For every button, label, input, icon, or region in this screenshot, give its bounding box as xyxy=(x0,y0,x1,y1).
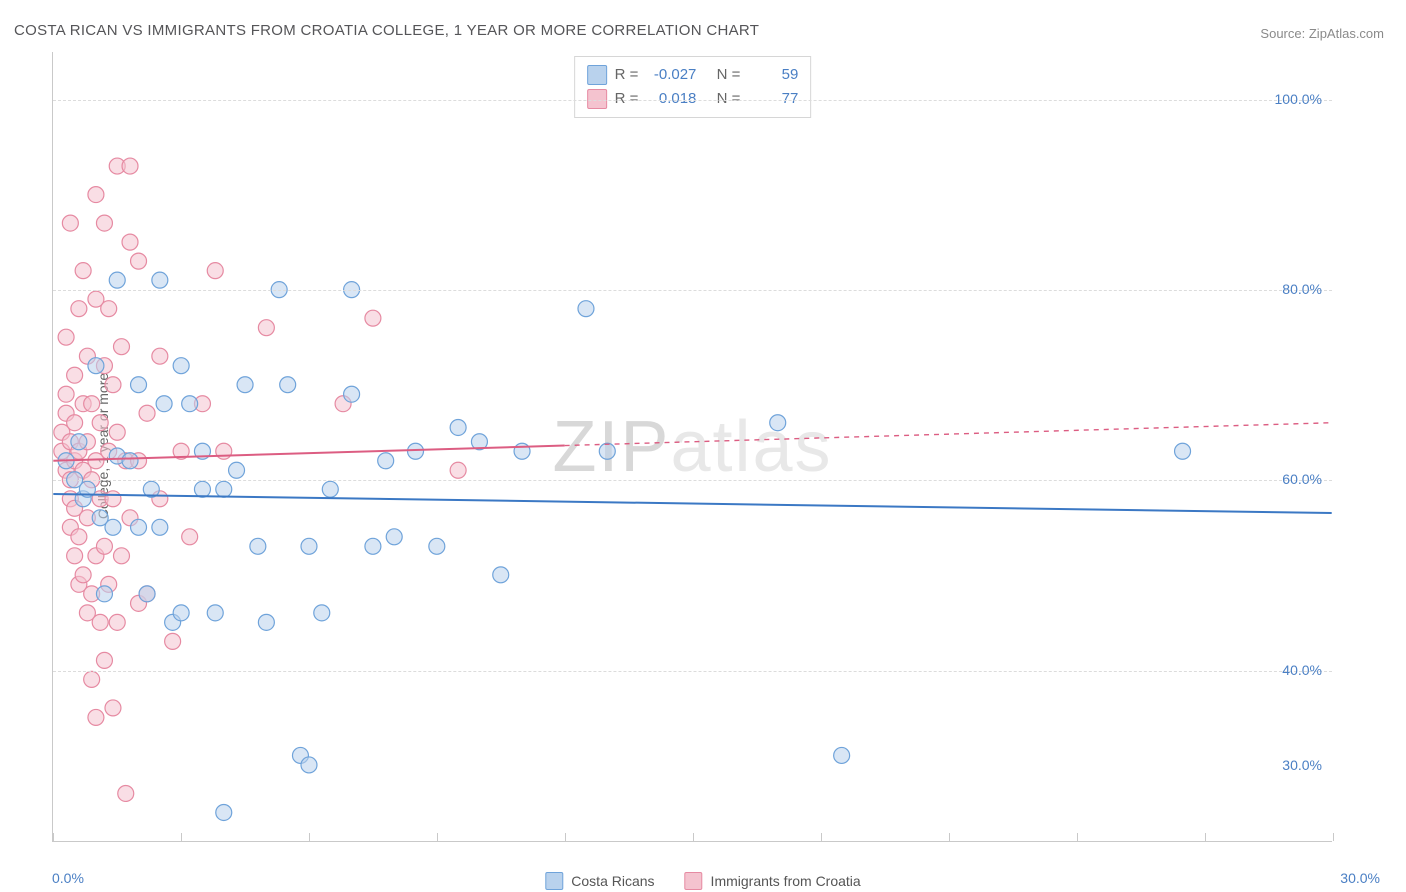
chart-title: COSTA RICAN VS IMMIGRANTS FROM CROATIA C… xyxy=(14,22,759,39)
plot-area: ZIPatlas R = -0.027 N = 59 R = 0.018 N =… xyxy=(52,52,1332,842)
watermark-right: atlas xyxy=(670,407,832,487)
r-value-costa-ricans: -0.027 xyxy=(646,63,696,87)
stats-row-costa-ricans: R = -0.027 N = 59 xyxy=(587,63,799,87)
series-legend: Costa Ricans Immigrants from Croatia xyxy=(545,872,860,890)
swatch-costa-ricans xyxy=(545,872,563,890)
source-citation: Source: ZipAtlas.com xyxy=(1260,26,1384,41)
y-tick: 40.0% xyxy=(1282,662,1322,678)
source-label: Source: xyxy=(1260,26,1305,41)
x-tick-min: 0.0% xyxy=(52,870,84,886)
watermark: ZIPatlas xyxy=(552,406,832,488)
y-tick: 80.0% xyxy=(1282,281,1322,297)
legend-item-costa-ricans: Costa Ricans xyxy=(545,872,654,890)
legend-item-croatia: Immigrants from Croatia xyxy=(685,872,861,890)
watermark-left: ZIP xyxy=(552,407,670,487)
y-tick: 100.0% xyxy=(1275,91,1322,107)
legend-label-costa-ricans: Costa Ricans xyxy=(571,873,654,889)
swatch-croatia xyxy=(685,872,703,890)
source-link[interactable]: ZipAtlas.com xyxy=(1309,26,1384,41)
x-tick-max: 30.0% xyxy=(1340,870,1380,886)
y-tick: 30.0% xyxy=(1282,757,1322,773)
legend-label-croatia: Immigrants from Croatia xyxy=(711,873,861,889)
scatter-svg xyxy=(53,52,1332,841)
y-tick: 60.0% xyxy=(1282,471,1322,487)
n-label: N = xyxy=(717,63,741,87)
stats-legend: R = -0.027 N = 59 R = 0.018 N = 77 xyxy=(574,56,812,118)
r-label: R = xyxy=(615,63,639,87)
n-value-costa-ricans: 59 xyxy=(748,63,798,87)
swatch-costa-ricans xyxy=(587,65,607,85)
